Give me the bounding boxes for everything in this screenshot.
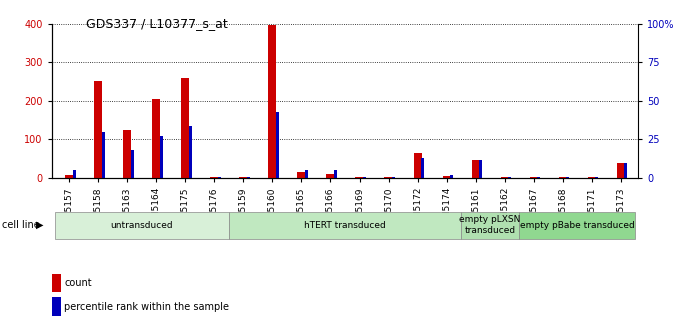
Bar — [276, 112, 279, 178]
Bar — [384, 177, 393, 178]
Bar — [537, 176, 540, 178]
Bar — [595, 176, 598, 178]
Bar — [624, 163, 627, 178]
Bar — [501, 177, 509, 178]
Bar — [421, 158, 424, 178]
Bar — [247, 176, 250, 178]
Bar — [508, 176, 511, 178]
Bar — [305, 170, 308, 178]
Bar — [65, 175, 73, 178]
Text: cell line: cell line — [2, 220, 40, 230]
Text: untransduced: untransduced — [110, 221, 173, 229]
Bar — [559, 177, 566, 178]
Bar — [413, 153, 422, 178]
Bar — [334, 170, 337, 178]
Bar — [326, 174, 335, 178]
Text: ▶: ▶ — [36, 220, 43, 230]
Text: hTERT transduced: hTERT transduced — [304, 221, 386, 229]
FancyBboxPatch shape — [461, 212, 519, 239]
Bar — [297, 172, 306, 178]
FancyBboxPatch shape — [55, 212, 229, 239]
Bar — [588, 177, 596, 178]
Bar — [72, 170, 75, 178]
Bar — [181, 78, 189, 178]
Bar — [218, 176, 221, 178]
Bar — [189, 126, 192, 178]
Bar — [355, 177, 364, 178]
Text: empty pLXSN
transduced: empty pLXSN transduced — [460, 215, 521, 235]
FancyBboxPatch shape — [229, 212, 461, 239]
Bar — [130, 150, 134, 178]
Bar — [530, 177, 538, 178]
Bar — [442, 176, 451, 178]
Bar — [159, 136, 163, 178]
Bar — [479, 160, 482, 178]
Bar — [450, 175, 453, 178]
Bar — [101, 132, 105, 178]
Bar — [124, 130, 131, 178]
Bar — [94, 82, 102, 178]
FancyBboxPatch shape — [519, 212, 635, 239]
Bar — [392, 176, 395, 178]
Bar — [617, 163, 625, 178]
Text: count: count — [64, 278, 92, 288]
Bar — [566, 176, 569, 178]
Text: GDS337 / L10377_s_at: GDS337 / L10377_s_at — [86, 17, 228, 30]
Text: percentile rank within the sample: percentile rank within the sample — [64, 302, 229, 312]
Bar — [152, 99, 160, 178]
Bar — [210, 177, 219, 178]
Bar — [239, 177, 248, 178]
Bar — [268, 26, 277, 178]
Bar — [471, 160, 480, 178]
Bar — [363, 176, 366, 178]
Text: empty pBabe transduced: empty pBabe transduced — [520, 221, 635, 229]
